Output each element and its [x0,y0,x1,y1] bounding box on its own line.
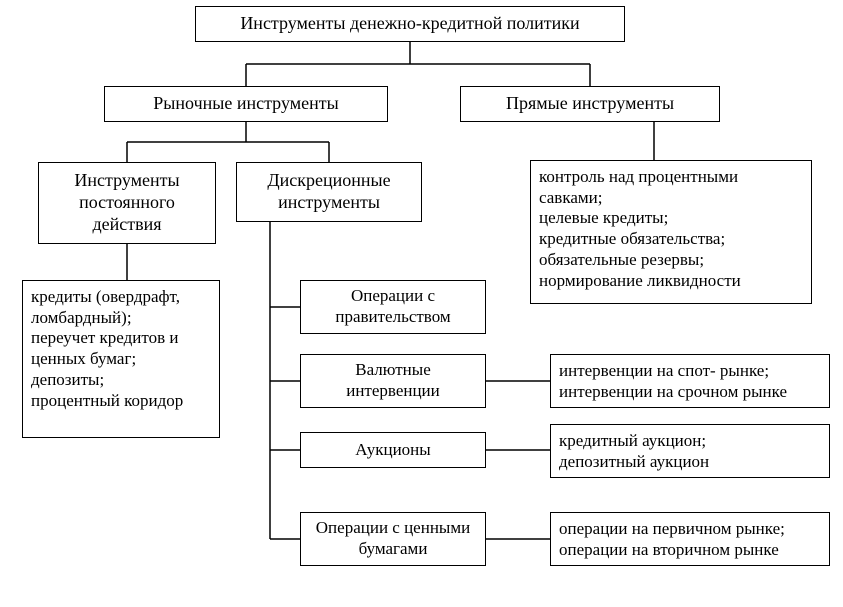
node-fx_det: интервенции на спот- рынке;интервенции н… [550,354,830,408]
node-auction: Аукционы [300,432,486,468]
node-discret: Дискреционные инструменты [236,162,422,222]
node-fx: Валютные интервенции [300,354,486,408]
node-sec: Операции с ценными бумагами [300,512,486,566]
node-standing: Инструменты постоянного действия [38,162,216,244]
node-sec_det: операции на первичном рынке;операции на … [550,512,830,566]
node-op_gov: Операции с правительством [300,280,486,334]
node-root: Инструменты денежно-кредитной политики [195,6,625,42]
node-stand_det: кредиты (овердрафт, ломбардный);переучет… [22,280,220,438]
node-auct_det: кредитный аукцион;депозитный аукцион [550,424,830,478]
node-direct: Прямые инструменты [460,86,720,122]
node-direct_det: контроль над процентными савками;целевые… [530,160,812,304]
node-market: Рыночные инструменты [104,86,388,122]
flowchart-stage: Инструменты денежно-кредитной политики Ры… [0,0,843,607]
